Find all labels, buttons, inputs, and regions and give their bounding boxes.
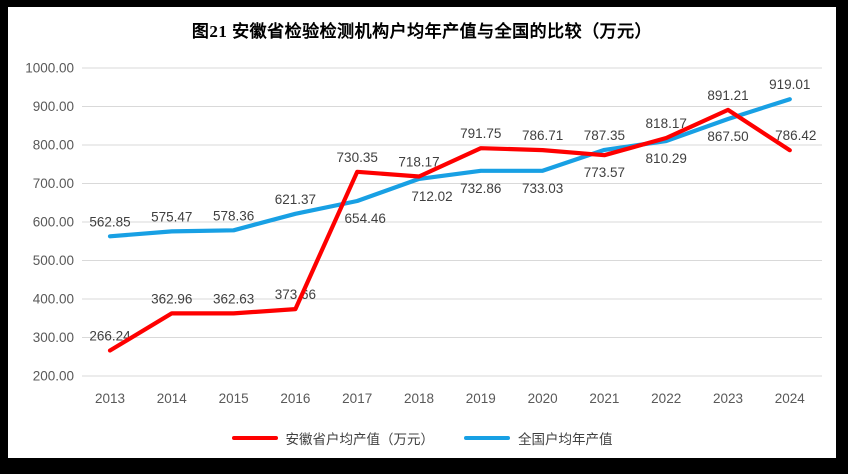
svg-text:818.17: 818.17 bbox=[646, 116, 687, 131]
svg-text:2020: 2020 bbox=[528, 391, 558, 406]
svg-text:266.24: 266.24 bbox=[89, 329, 131, 344]
chart-legend: 安徽省户均产值（万元） 全国户均年产值 bbox=[8, 428, 836, 448]
svg-text:1000.00: 1000.00 bbox=[25, 61, 74, 76]
svg-text:2018: 2018 bbox=[404, 391, 434, 406]
svg-text:2023: 2023 bbox=[713, 391, 743, 406]
svg-text:654.46: 654.46 bbox=[345, 211, 386, 226]
y-axis-tick-labels: 1000.00 900.00 800.00 700.00 600.00 500.00 400… bbox=[25, 61, 74, 384]
legend-line-swatch-anhui bbox=[231, 436, 278, 440]
svg-text:700.00: 700.00 bbox=[33, 176, 74, 191]
svg-text:2021: 2021 bbox=[589, 391, 619, 406]
series-lines bbox=[107, 97, 792, 353]
svg-text:2015: 2015 bbox=[219, 391, 249, 406]
svg-text:791.75: 791.75 bbox=[460, 126, 501, 141]
frame-border-right bbox=[836, 0, 848, 474]
svg-text:2024: 2024 bbox=[775, 391, 806, 406]
svg-text:2022: 2022 bbox=[651, 391, 681, 406]
legend-line-swatch-national bbox=[464, 436, 510, 440]
svg-text:730.35: 730.35 bbox=[337, 150, 378, 165]
svg-text:2014: 2014 bbox=[157, 391, 188, 406]
svg-text:891.21: 891.21 bbox=[707, 88, 748, 103]
svg-text:718.17: 718.17 bbox=[398, 155, 439, 170]
svg-text:300.00: 300.00 bbox=[33, 330, 74, 345]
svg-text:733.03: 733.03 bbox=[522, 181, 563, 196]
svg-text:621.37: 621.37 bbox=[275, 192, 316, 207]
legend-item-national: 全国户均年产值 bbox=[464, 428, 613, 448]
frame-border-bottom bbox=[0, 458, 848, 474]
legend-item-anhui: 安徽省户均产值（万元） bbox=[231, 428, 435, 448]
svg-text:787.35: 787.35 bbox=[584, 128, 625, 143]
legend-label-anhui: 安徽省户均产值（万元） bbox=[285, 432, 435, 447]
svg-text:732.86: 732.86 bbox=[460, 181, 501, 196]
svg-text:200.00: 200.00 bbox=[33, 369, 74, 384]
svg-text:810.29: 810.29 bbox=[646, 151, 687, 166]
svg-text:2019: 2019 bbox=[466, 391, 496, 406]
x-axis-tick-labels: 2013 2014 2015 2016 2017 2018 2019 2020 2021 2022… bbox=[95, 391, 805, 406]
svg-text:575.47: 575.47 bbox=[151, 209, 192, 224]
chart-title: 图21 安徽省检验检测机构户均年产值与全国的比较（万元） bbox=[191, 22, 653, 41]
svg-text:712.02: 712.02 bbox=[411, 189, 452, 204]
svg-text:2017: 2017 bbox=[342, 391, 372, 406]
svg-text:900.00: 900.00 bbox=[33, 99, 74, 114]
svg-text:786.71: 786.71 bbox=[522, 128, 563, 143]
svg-text:562.85: 562.85 bbox=[89, 214, 130, 229]
svg-text:400.00: 400.00 bbox=[33, 292, 74, 307]
svg-text:373.66: 373.66 bbox=[275, 287, 316, 302]
svg-text:800.00: 800.00 bbox=[33, 138, 74, 153]
svg-text:2013: 2013 bbox=[95, 391, 125, 406]
svg-text:867.50: 867.50 bbox=[707, 129, 748, 144]
frame-border-top bbox=[0, 0, 848, 7]
svg-text:2016: 2016 bbox=[280, 391, 310, 406]
legend-label-national: 全国户均年产值 bbox=[518, 432, 613, 447]
svg-text:600.00: 600.00 bbox=[33, 215, 74, 230]
svg-text:362.96: 362.96 bbox=[151, 291, 192, 306]
svg-text:773.57: 773.57 bbox=[584, 165, 625, 180]
gridlines bbox=[82, 67, 822, 377]
frame-border-left bbox=[0, 0, 8, 474]
svg-text:919.01: 919.01 bbox=[769, 77, 810, 92]
svg-text:500.00: 500.00 bbox=[33, 253, 74, 268]
svg-text:362.63: 362.63 bbox=[213, 291, 254, 306]
svg-text:578.36: 578.36 bbox=[213, 208, 254, 223]
data-labels: 562.85 575.47 578.36 621.37 654.46 712.02 732.… bbox=[89, 77, 816, 343]
svg-text:786.42: 786.42 bbox=[775, 128, 816, 143]
